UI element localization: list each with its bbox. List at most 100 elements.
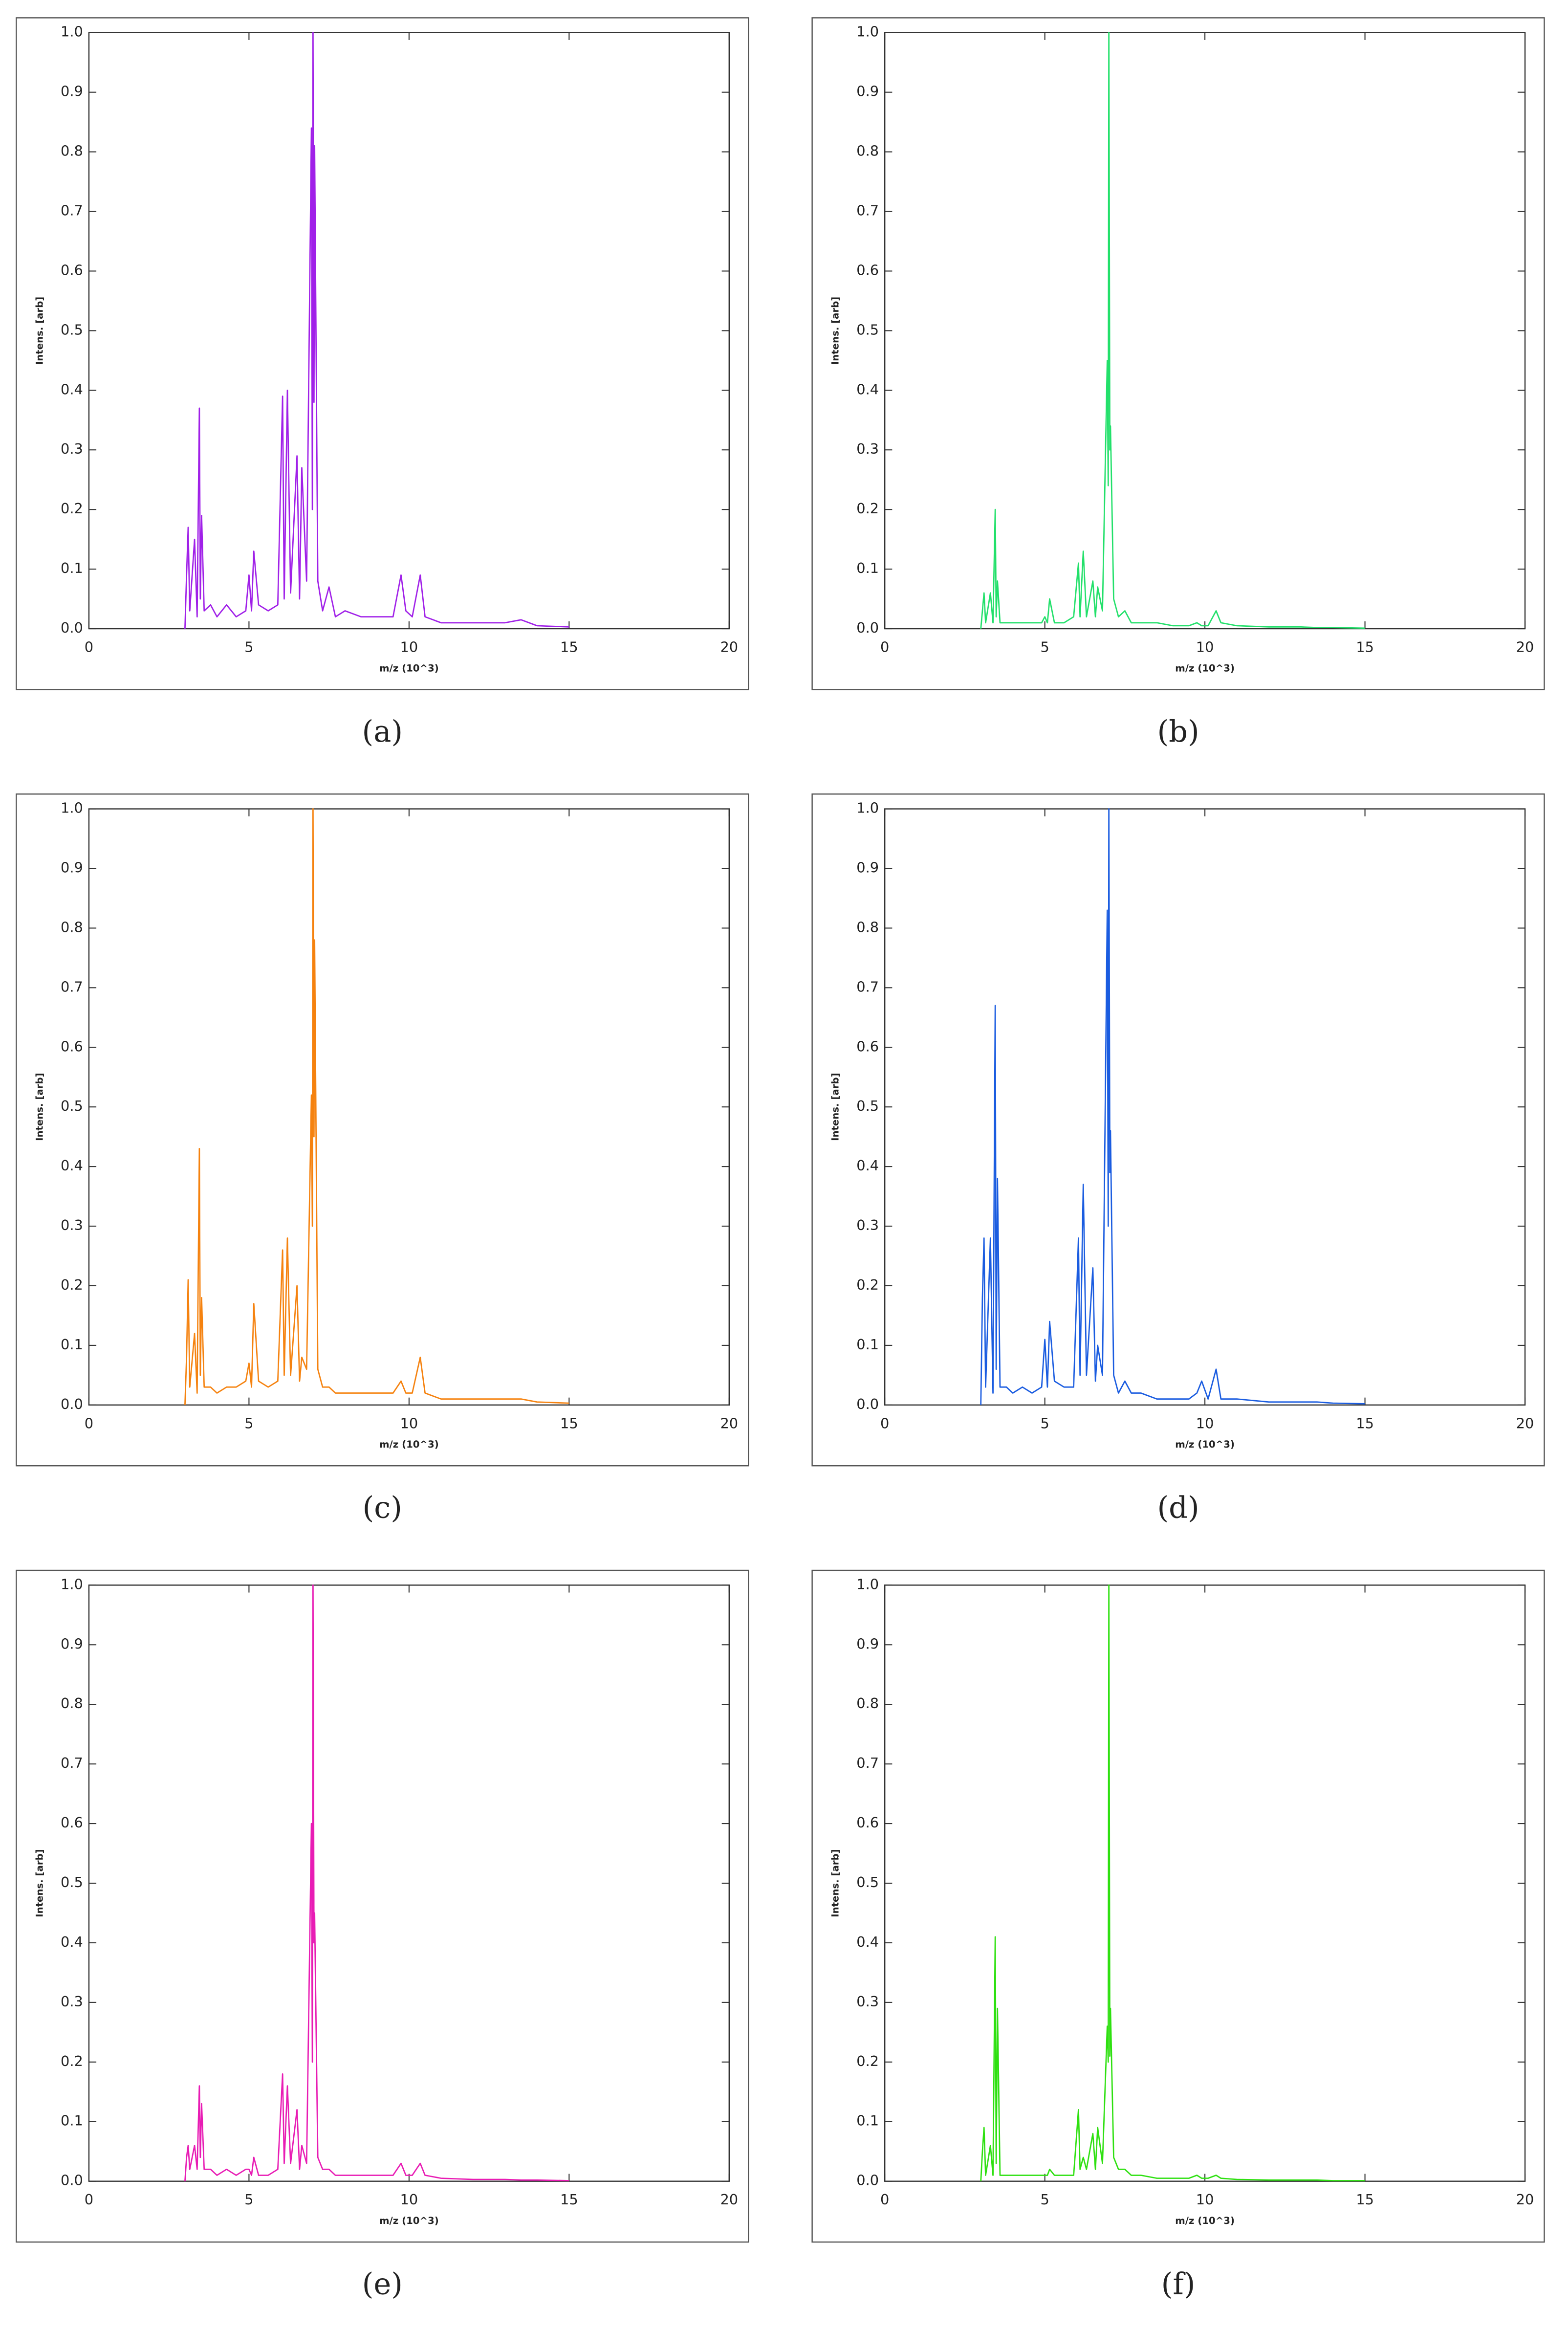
y-tick-label: 0.2 [61,500,83,517]
y-axis-label: Intens. [arb] [830,1073,841,1141]
y-tick-label: 0.0 [856,1396,879,1412]
y-tick-label: 0.7 [61,1755,83,1771]
chart-panel: 0.0 0.1 0.2 0.3 0.4 0.5 0.6 0.7 0.8 0.9 1.0 0 5 10 15 2… [16,1569,749,2302]
y-tick-label: 0.1 [856,1336,879,1353]
x-tick-label: 0 [85,1415,93,1431]
y-tick-label: 0.6 [856,1038,879,1055]
y-tick-label: 0.7 [856,202,879,219]
x-tick-label: 0 [85,638,93,655]
x-tick-label: 0 [85,2191,93,2208]
y-tick-label: 0.8 [856,919,879,935]
y-tick-label: 0.9 [856,1635,879,1652]
x-tick-label: 10 [400,2191,418,2208]
y-tick-label: 0.3 [61,1993,83,2010]
x-tick-label: 10 [1196,2191,1214,2208]
x-tick-label: 10 [1196,638,1214,655]
x-tick-label: 5 [244,2191,253,2208]
x-axis-label: m/z (10^3) [1175,2215,1235,2226]
y-tick-label: 0.4 [856,381,879,397]
x-tick-label: 10 [1196,1415,1214,1431]
x-tick-label: 20 [1516,1415,1534,1431]
x-tick-label: 15 [1356,2191,1374,2208]
x-tick-label: 10 [400,1415,418,1431]
y-tick-label: 0.8 [856,143,879,159]
panel-frame [811,1569,1545,2243]
x-tick-label: 15 [560,2191,578,2208]
y-tick-label: 0.7 [61,978,83,995]
y-tick-label: 0.4 [856,1157,879,1174]
y-axis-label: Intens. [arb] [830,1849,841,1917]
x-tick-label: 5 [1040,2191,1049,2208]
y-tick-label: 0.5 [61,321,83,338]
y-tick-label: 0.8 [61,143,83,159]
y-tick-label: 0.0 [856,619,879,636]
panel-frame [811,793,1545,1467]
x-tick-label: 15 [1356,1415,1374,1431]
x-tick-label: 5 [1040,1415,1049,1431]
y-tick-label: 0.2 [61,1276,83,1293]
y-tick-label: 0.1 [61,560,83,576]
x-tick-label: 15 [560,1415,578,1431]
y-tick-label: 0.8 [61,1695,83,1712]
x-axis-label: m/z (10^3) [379,662,439,674]
chart-panel: 0.0 0.1 0.2 0.3 0.4 0.5 0.6 0.7 0.8 0.9 1.0 0 5 10 15 2… [811,793,1545,1525]
y-tick-label: 0.9 [856,83,879,100]
x-tick-label: 0 [880,1415,889,1431]
panel-frame [16,17,749,690]
y-tick-label: 1.0 [61,23,83,40]
y-tick-label: 0.0 [61,2172,83,2189]
y-tick-label: 0.5 [856,1098,879,1114]
x-axis-label: m/z (10^3) [379,1439,439,1450]
y-tick-label: 0.3 [61,440,83,457]
y-tick-label: 0.6 [61,1038,83,1055]
y-tick-label: 0.6 [856,262,879,278]
y-tick-label: 0.6 [856,1814,879,1831]
chart-panel: 0.0 0.1 0.2 0.3 0.4 0.5 0.6 0.7 0.8 0.9 1.0 0 5 10 15 2… [811,17,1545,749]
panel-caption: (a) [362,715,403,749]
y-axis-label: Intens. [arb] [34,1073,45,1141]
y-tick-label: 0.7 [856,1755,879,1771]
x-axis-label: m/z (10^3) [379,2215,439,2226]
panel-caption: (c) [363,1491,402,1525]
panel-caption: (e) [362,2267,403,2302]
panel-caption: (b) [1157,715,1199,749]
spectrum-line [184,808,569,1405]
x-tick-label: 20 [720,638,738,655]
y-tick-label: 0.5 [61,1874,83,1891]
y-tick-label: 0.3 [61,1217,83,1233]
y-tick-label: 0.5 [61,1098,83,1114]
chart-panel: 0.0 0.1 0.2 0.3 0.4 0.5 0.6 0.7 0.8 0.9 1.0 0 5 10 15 2… [811,1569,1545,2302]
y-tick-label: 0.4 [61,1934,83,1950]
spectrum-line [184,32,569,629]
y-tick-label: 0.9 [61,1635,83,1652]
y-tick-label: 0.1 [856,560,879,576]
y-tick-label: 0.2 [856,2053,879,2069]
y-tick-label: 0.7 [61,202,83,219]
y-tick-label: 0.1 [61,2112,83,2129]
chart-panel: 0.0 0.1 0.2 0.3 0.4 0.5 0.6 0.7 0.8 0.9 1.0 0 5 10 15 2… [16,793,749,1525]
y-tick-label: 0.8 [856,1695,879,1712]
panel-caption: (d) [1157,1491,1199,1525]
x-tick-label: 15 [1356,638,1374,655]
y-axis-label: Intens. [arb] [34,297,45,365]
spectrum-line [980,1584,1365,2181]
x-tick-label: 10 [400,638,418,655]
x-axis-label: m/z (10^3) [1175,662,1235,674]
y-tick-label: 0.3 [856,1993,879,2010]
x-tick-label: 20 [720,1415,738,1431]
y-axis-label: Intens. [arb] [34,1849,45,1917]
x-tick-label: 15 [560,638,578,655]
y-tick-label: 0.0 [856,2172,879,2189]
y-tick-label: 0.1 [856,2112,879,2129]
y-tick-label: 0.3 [856,440,879,457]
x-tick-label: 20 [1516,638,1534,655]
panel-frame [16,793,749,1467]
spectrum-line [980,32,1365,629]
x-tick-label: 20 [720,2191,738,2208]
x-tick-label: 5 [244,1415,253,1431]
y-tick-label: 0.2 [61,2053,83,2069]
y-axis-label: Intens. [arb] [830,297,841,365]
y-tick-label: 1.0 [61,1576,83,1592]
